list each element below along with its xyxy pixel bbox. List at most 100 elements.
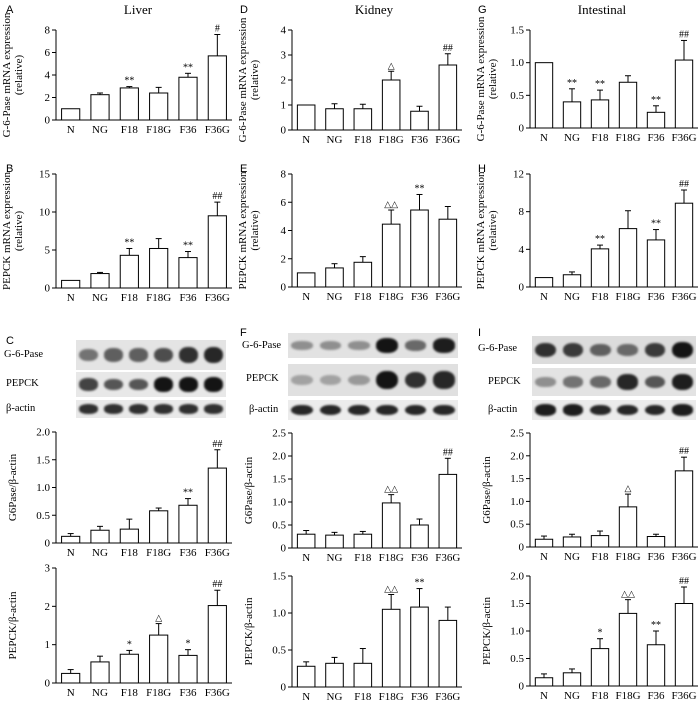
y-tick-label-i1: 2.0 — [510, 450, 524, 462]
y-tick-label-g: 0 — [519, 123, 525, 135]
blot-band — [617, 344, 639, 356]
blot-band — [129, 378, 148, 391]
y-tick-label-f2: 1.0 — [272, 608, 286, 620]
blot-band — [154, 377, 173, 392]
blot-intestinal-g6pase-strip — [532, 336, 696, 364]
x-tick-label-i1: F18G — [615, 551, 640, 563]
x-tick-label-i2: F18G — [615, 690, 640, 702]
blot-band — [79, 378, 98, 391]
x-tick-label-i1: F18 — [591, 551, 609, 563]
panel-letter-f: F — [240, 327, 247, 339]
blot-band — [644, 342, 666, 358]
bar-c1-f36 — [178, 504, 198, 544]
y-tick-label-c2: 1 — [45, 639, 51, 651]
x-tick-label-c1: F18G — [146, 547, 171, 559]
panel-letter-g: G — [478, 4, 487, 16]
bar-g-n — [534, 62, 554, 129]
y-tick-label-c1: 0.5 — [36, 510, 50, 522]
blot-band — [433, 404, 455, 416]
chart-f2: 0 0.5 1.0 1.5 PEPCK/β-actin N NG F18 △△ F18G ** F36… — [243, 571, 462, 703]
blot-band — [129, 348, 148, 362]
x-tick-label-f1: F18G — [379, 552, 404, 564]
y-tick-label-i1: 2.5 — [510, 428, 524, 440]
x-tick-label-g: F36G — [671, 132, 696, 144]
x-tick-label-c1: N — [67, 547, 75, 559]
y-axis-label-a: (relative) — [13, 55, 25, 96]
x-tick-label-e: NG — [327, 291, 343, 303]
x-tick-label-a: NG — [92, 124, 108, 136]
x-tick-label-c2: F36 — [179, 687, 197, 699]
x-tick-label-e: F18G — [379, 291, 404, 303]
bar-d-f36g — [438, 64, 458, 131]
x-tick-label-a: F36 — [179, 124, 197, 136]
blot-band — [291, 341, 313, 350]
blot-band — [671, 404, 693, 416]
bar-i2-f36g — [674, 603, 694, 687]
x-tick-label-i2: F36G — [671, 690, 696, 702]
chart-c2: 0 1 2 3 PEPCK/β-actin N NG * F18 △ F18G * F36 ## F36G — [7, 563, 232, 699]
x-tick-label-h: F18G — [615, 291, 640, 303]
x-tick-label-g: F36 — [647, 132, 665, 144]
y-tick-label-e: 4 — [281, 225, 287, 237]
x-tick-label-b: F18 — [121, 292, 139, 304]
blot-liver-actin-strip — [76, 400, 226, 418]
bar-g-f18 — [590, 99, 610, 129]
blot-band — [179, 377, 198, 392]
panel-letter-h: H — [478, 163, 486, 175]
y-tick-label-g: 0.5 — [510, 90, 524, 102]
bar-h-f36g — [674, 202, 694, 288]
bar-f2-f36g — [438, 619, 458, 688]
bar-a-f18 — [119, 87, 139, 121]
y-tick-label-e: 8 — [281, 169, 287, 181]
x-tick-label-i2: NG — [564, 690, 580, 702]
bar-c1-f18 — [119, 528, 139, 544]
y-tick-label-f2: 0.5 — [272, 645, 286, 657]
blot-band — [129, 404, 148, 414]
blot-band — [617, 404, 639, 416]
chart-d: 0 1 2 3 4 G-6-Pase mRNA expression (relative) N… — [237, 17, 462, 146]
blot-band — [319, 341, 342, 350]
x-tick-label-h: F36G — [671, 291, 696, 303]
x-tick-label-f2: F36 — [411, 691, 429, 703]
blot-intestinal-g6pase-label: G-6-Pase — [478, 343, 518, 354]
y-axis-label-c1: G6Pase/β-actin — [7, 453, 19, 521]
blot-band — [204, 346, 223, 364]
blot-band — [644, 375, 666, 389]
y-tick-label-b: 5 — [45, 245, 51, 257]
x-tick-label-e: F36 — [411, 291, 429, 303]
significance-mark-f2: ** — [415, 578, 425, 589]
y-axis-label-g: (relative) — [487, 59, 499, 100]
x-tick-label-i1: N — [540, 551, 548, 563]
y-axis-label-h: (relative) — [487, 210, 499, 251]
bar-e-ng — [325, 267, 344, 288]
x-tick-label-d: F18G — [379, 134, 404, 146]
bar-i1-f36g — [674, 470, 694, 548]
x-tick-label-e: N — [302, 291, 310, 303]
panel-letter-c: C — [6, 335, 14, 347]
y-tick-label-a: 6 — [45, 47, 51, 59]
blot-kidney-g6pase-strip — [288, 333, 458, 358]
blot-band — [348, 341, 370, 350]
blot-kidney-g6pase-label: G-6-Pase — [242, 340, 282, 351]
y-tick-label-i2: 0.5 — [510, 653, 524, 665]
x-tick-label-h: F18 — [591, 291, 609, 303]
x-tick-label-i2: N — [540, 690, 548, 702]
x-tick-label-i2: F18 — [591, 690, 609, 702]
x-tick-label-c2: F18G — [146, 687, 171, 699]
bar-f2-n — [296, 665, 316, 688]
bar-f2-f18g — [381, 608, 401, 688]
significance-mark-a: ** — [124, 76, 134, 87]
x-tick-label-g: F18G — [615, 132, 640, 144]
y-tick-label-i2: 1.5 — [510, 598, 524, 610]
blot-band — [644, 404, 666, 416]
bar-g-f36g — [674, 59, 694, 129]
y-axis-label-h: PEPCK mRNA expression — [475, 171, 487, 289]
x-tick-label-f2: N — [302, 691, 310, 703]
bar-f1-f36 — [410, 524, 429, 549]
y-tick-label-f1: 2.5 — [272, 428, 286, 440]
x-tick-label-d: N — [302, 134, 310, 146]
bar-d-f36 — [410, 110, 429, 131]
bar-d-f18 — [353, 108, 373, 131]
x-tick-label-f1: F18 — [354, 552, 372, 564]
